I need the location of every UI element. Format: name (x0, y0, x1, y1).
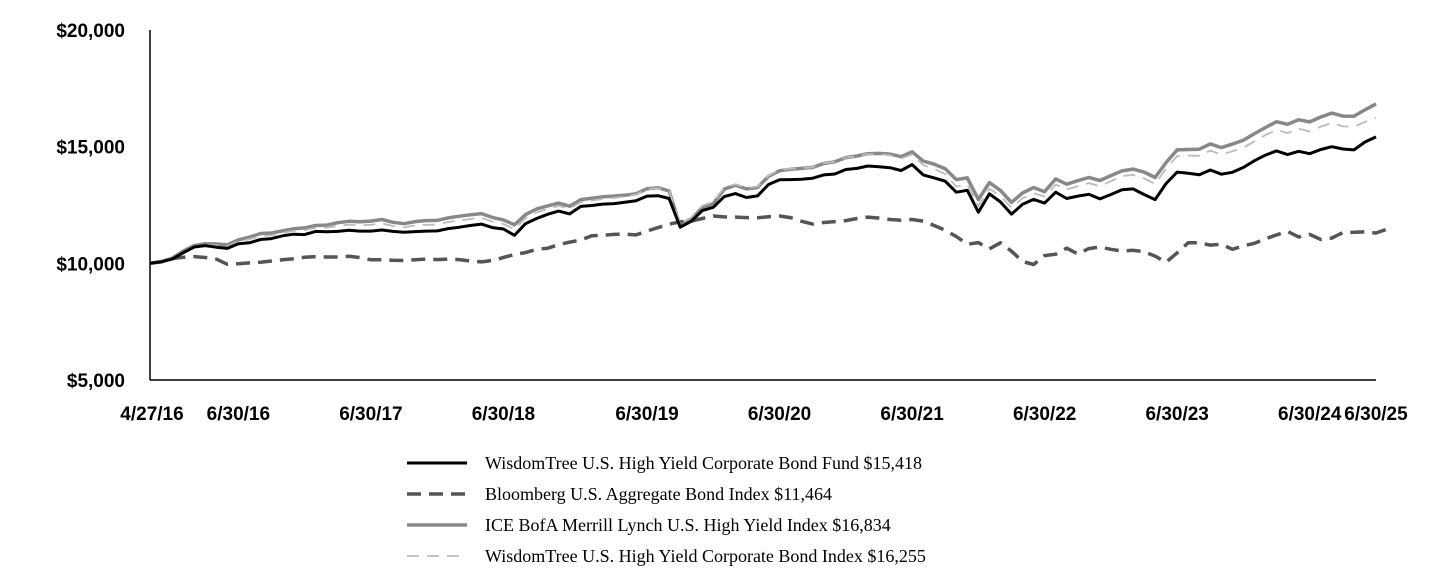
x-tick-label: 6/30/25 (1344, 404, 1408, 425)
x-tick-label: 6/30/18 (472, 404, 535, 425)
x-tick-labels: 4/27/16 6/30/16 6/30/17 6/30/18 6/30/19 6/30/… (120, 404, 1408, 425)
series-lines (149, 102, 1388, 267)
legend-label: Bloomberg U.S. Aggregate Bond Index $11,… (485, 484, 832, 504)
x-tick-label: 6/30/20 (748, 404, 811, 425)
legend-label: ICE BofA Merrill Lynch U.S. High Yield I… (485, 515, 891, 535)
series-line-3 (149, 102, 1377, 266)
y-tick-label: $20,000 (56, 21, 125, 42)
legend-label: WisdomTree U.S. High Yield Corporate Bon… (485, 453, 922, 473)
series-line-1 (149, 135, 1377, 265)
series-line-4 (149, 116, 1377, 265)
x-tick-label: 6/30/21 (880, 404, 944, 425)
x-tick-label: 6/30/17 (339, 404, 402, 425)
legend-label: WisdomTree U.S. High Yield Corporate Bon… (485, 546, 926, 566)
x-tick-label: 6/30/24 (1278, 404, 1342, 425)
series-line-2 (149, 214, 1388, 267)
legend: WisdomTree U.S. High Yield Corporate Bon… (407, 453, 926, 566)
x-tick-label: 4/27/16 (120, 404, 183, 425)
x-tick-label: 6/30/19 (615, 404, 678, 425)
y-tick-label: $15,000 (56, 138, 125, 159)
x-tick-label: 6/30/16 (207, 404, 270, 425)
y-tick-label: $5,000 (67, 371, 125, 392)
x-tick-label: 6/30/23 (1145, 404, 1208, 425)
y-tick-labels: $20,000 $15,000 $10,000 $5,000 (56, 21, 125, 392)
x-tick-label: 6/30/22 (1013, 404, 1076, 425)
y-tick-label: $10,000 (56, 254, 125, 275)
axes (149, 30, 1376, 381)
